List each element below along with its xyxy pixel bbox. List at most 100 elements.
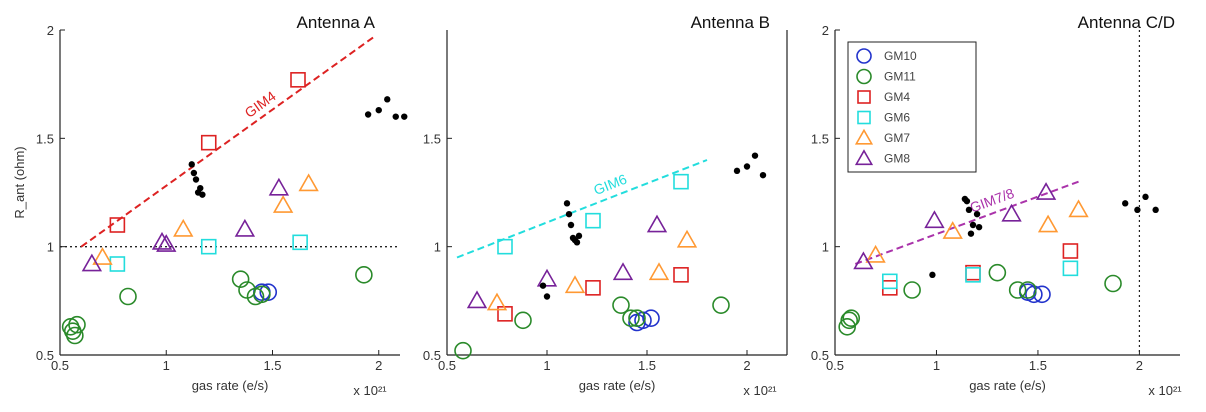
data-point-gm6: [109, 256, 126, 272]
data-point-gm11: [612, 296, 630, 314]
y-tick-label: 1: [434, 240, 441, 255]
data-point-gm7: [1037, 214, 1059, 233]
data-point-black: [743, 163, 751, 170]
legend-marker-gm7: [854, 128, 874, 145]
data-point-gm8: [268, 177, 290, 196]
data-point-gm6: [200, 238, 217, 255]
data-point-gm11: [231, 270, 250, 288]
data-point-gm11: [988, 263, 1007, 282]
fit-line: [80, 35, 376, 248]
data-point-black: [543, 293, 551, 300]
data-point-gm11: [119, 287, 137, 306]
x-axis-label: gas rate (e/s): [192, 378, 269, 393]
data-point-gm8: [156, 234, 177, 252]
panel-1: 0.5 1 1.5 2 0.5 1 1.5 2 GIM4 Antenna A gas rate (e…: [12, 13, 408, 398]
data-point-gm8: [536, 268, 558, 287]
data-point-black: [190, 169, 198, 177]
legend-label: GM10: [884, 49, 917, 63]
data-point-gm10: [642, 309, 660, 327]
data-point-gm10: [1025, 285, 1043, 304]
x-multiplier-label: x 10²¹: [743, 383, 777, 398]
data-point-black: [401, 113, 408, 120]
x-tick-label: 1: [543, 358, 550, 373]
x-tick-label: 2: [743, 358, 750, 373]
y-tick-label: 0.5: [36, 348, 54, 363]
x-tick-label: 1: [933, 358, 940, 373]
data-point-gm11: [628, 309, 646, 327]
y-tick-label: 0.5: [423, 348, 441, 363]
x-multiplier-label: x 10²¹: [353, 383, 387, 398]
legend-marker-gm10: [856, 48, 872, 64]
legend-label: GM6: [884, 111, 910, 125]
data-point-black: [975, 223, 983, 231]
data-point-gm11: [712, 296, 730, 314]
data-point-black: [563, 200, 571, 207]
x-tick-label: 1: [163, 358, 170, 373]
data-point-black: [1142, 193, 1149, 201]
y-tick-label: 2: [822, 23, 829, 38]
y-tick-label: 2: [47, 23, 54, 38]
data-point-black: [1152, 206, 1159, 214]
data-point-gm11: [1018, 281, 1037, 299]
legend-marker-gm11: [856, 68, 872, 85]
data-point-gm11: [903, 281, 921, 299]
x-multiplier-label: x 10²¹: [1148, 383, 1182, 398]
data-point-gm7: [942, 221, 963, 239]
data-point-black: [1134, 206, 1141, 214]
data-point-black: [973, 210, 981, 218]
data-point-gm6: [1062, 260, 1079, 277]
data-point-black: [199, 191, 206, 198]
data-point-black: [929, 271, 936, 279]
data-point-black: [969, 221, 977, 229]
legend-marker-gm6: [857, 110, 871, 125]
data-point-black: [965, 206, 973, 214]
data-point-gm8: [1035, 182, 1057, 200]
data-point-black: [967, 230, 975, 237]
data-point-black: [1122, 200, 1129, 207]
y-tick-label: 1: [47, 240, 54, 255]
data-point-black: [188, 161, 195, 168]
fit-line: [456, 159, 708, 259]
fit-line-label: GIM6: [591, 171, 629, 198]
panel-title: Antenna B: [691, 13, 770, 32]
data-point-gm6: [673, 173, 689, 190]
data-point-gm6: [965, 267, 981, 283]
data-point-gm8: [924, 210, 945, 229]
data-point-gm4: [109, 217, 126, 233]
data-point-gm11: [68, 315, 86, 334]
data-point-gm8: [466, 290, 488, 309]
data-point-gm7: [298, 173, 319, 192]
data-point-gm7: [173, 218, 194, 237]
data-point-gm11: [840, 311, 859, 330]
data-point-gm7: [865, 244, 886, 263]
legend-box: [847, 41, 977, 173]
data-point-black: [565, 210, 573, 218]
data-point-gm7: [92, 247, 113, 265]
data-point-gm11: [514, 311, 532, 330]
data-point-gm8: [151, 231, 173, 250]
data-point-gm4: [585, 280, 601, 296]
data-point-black: [384, 96, 391, 103]
data-point-black: [751, 152, 759, 159]
data-point-gm8: [81, 253, 103, 272]
fit-line: [854, 180, 1079, 265]
data-point-gm6: [292, 234, 308, 251]
data-point-black: [759, 171, 767, 179]
data-point-gm6: [497, 238, 513, 255]
y-tick-label: 1.5: [423, 131, 441, 146]
data-point-gm11: [66, 326, 84, 345]
legend-label: GM8: [884, 152, 910, 166]
x-tick-label: 2: [375, 358, 382, 373]
data-point-gm11: [454, 341, 472, 360]
x-tick-label: 1.5: [638, 358, 656, 373]
data-point-gm7: [272, 195, 294, 213]
legend-label: GM4: [884, 90, 910, 104]
fit-line-label: GIM4: [242, 88, 279, 121]
data-point-gm11: [1008, 281, 1027, 299]
data-point-gm6: [881, 273, 898, 290]
data-point-gm11: [838, 318, 856, 336]
data-point-gm7: [564, 275, 586, 294]
data-point-black: [392, 113, 399, 120]
legend-label: GM11: [884, 70, 916, 84]
